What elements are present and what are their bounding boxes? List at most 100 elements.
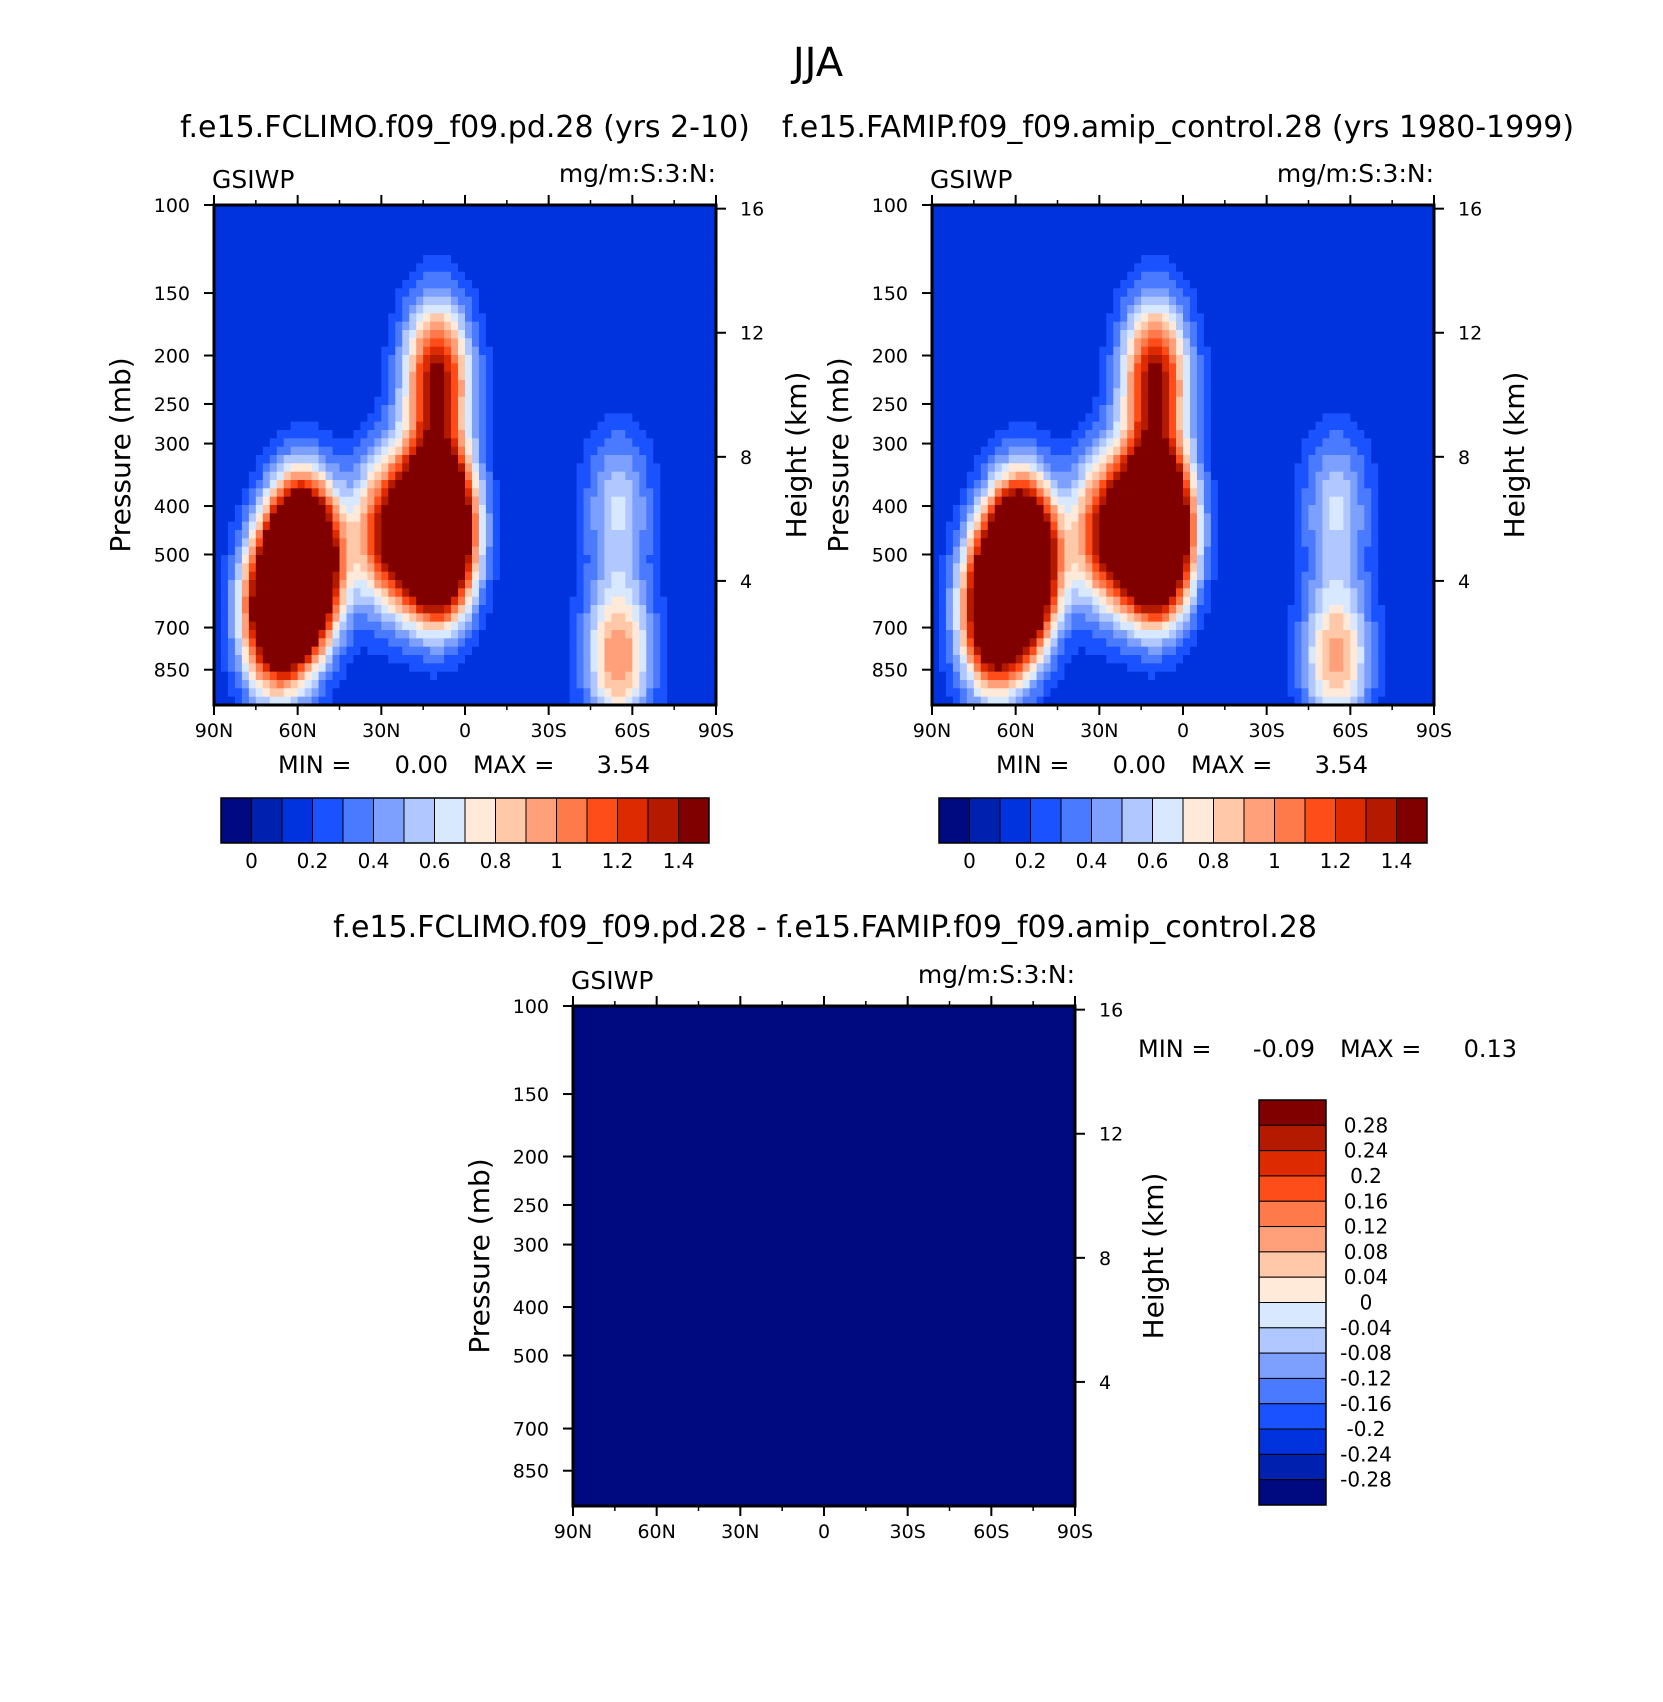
heatmap-cell <box>409 246 417 256</box>
heatmap-cell <box>597 596 606 606</box>
heatmap-cell <box>444 630 452 639</box>
heatmap-cell <box>492 205 501 214</box>
heatmap-cell <box>660 513 668 523</box>
heatmap-cell <box>471 421 480 431</box>
heatmap-cell <box>492 580 501 589</box>
heatmap-cell <box>583 430 592 439</box>
heatmap-cell <box>987 596 996 606</box>
heatmap-cell <box>973 213 982 223</box>
colorbar-swatch <box>434 797 466 844</box>
heatmap-cell <box>548 230 557 239</box>
heatmap-cell <box>471 363 480 373</box>
heatmap-cell <box>506 346 515 356</box>
heatmap-cell <box>297 355 306 364</box>
heatmap-cell <box>353 421 362 431</box>
heatmap-cell <box>674 513 682 523</box>
heatmap-cell <box>674 521 682 531</box>
heatmap-cell <box>402 305 410 314</box>
heatmap-cell <box>632 255 640 264</box>
heatmap-cell <box>269 221 278 231</box>
heatmap-cell <box>499 263 508 273</box>
heatmap-cell <box>590 521 599 531</box>
heatmap-cell <box>269 430 278 439</box>
heatmap-cell <box>639 613 647 623</box>
heatmap-cell <box>653 546 661 556</box>
heatmap-cell <box>374 271 382 281</box>
heatmap-cell <box>973 446 982 456</box>
heatmap-cell <box>688 630 696 639</box>
heatmap-cell <box>520 680 529 689</box>
heatmap-cell <box>506 388 515 398</box>
heatmap-cell <box>220 380 229 389</box>
heatmap-cell <box>548 563 557 573</box>
heatmap-cell <box>311 271 320 281</box>
heatmap-cell <box>541 296 550 306</box>
heatmap-cell <box>339 388 348 398</box>
heatmap-cell <box>604 305 613 314</box>
heatmap-cell <box>966 363 975 373</box>
heatmap-cell <box>541 330 550 339</box>
heatmap-cell <box>367 663 375 673</box>
heatmap-cell <box>227 521 236 531</box>
heatmap-cell <box>674 330 682 339</box>
heatmap-cell <box>374 296 382 306</box>
heatmap-cell <box>367 205 375 214</box>
heatmap-cell <box>465 438 473 448</box>
heatmap-cell <box>506 530 515 539</box>
heatmap-cell <box>980 655 989 664</box>
heatmap-cell <box>555 680 564 689</box>
heatmap-cell <box>681 463 689 473</box>
heatmap-cell <box>681 563 689 573</box>
heatmap-cell <box>444 246 452 256</box>
heatmap-cell <box>430 663 438 673</box>
heatmap-cell <box>416 496 424 506</box>
heatmap-cell <box>311 363 320 373</box>
heatmap-cell <box>353 638 362 648</box>
heatmap-cell <box>318 255 327 264</box>
heatmap-cell <box>534 571 543 581</box>
heatmap-cell <box>444 463 452 473</box>
heatmap-cell <box>409 446 417 456</box>
heatmap-cell <box>597 521 606 531</box>
heatmap-cell <box>297 438 306 448</box>
heatmap-cell <box>646 638 654 648</box>
heatmap-cell <box>959 488 968 498</box>
heatmap-cell <box>423 688 431 698</box>
heatmap-cell <box>632 563 640 573</box>
heatmap-cell <box>367 471 375 481</box>
heatmap-cell <box>555 280 564 289</box>
heatmap-cell <box>938 446 947 456</box>
heatmap-cell <box>360 463 368 473</box>
heatmap-cell <box>702 680 710 689</box>
heatmap-cell <box>952 296 961 306</box>
heatmap-cell <box>590 696 599 705</box>
heatmap-cell <box>465 380 473 389</box>
heatmap-cell <box>499 371 508 381</box>
heatmap-cell <box>674 396 682 406</box>
heatmap-cell <box>506 246 515 256</box>
heatmap-cell <box>388 421 396 431</box>
heatmap-cell <box>360 296 368 306</box>
heatmap-cell <box>576 355 585 364</box>
heatmap-cell <box>290 288 299 298</box>
heatmap-cell <box>255 296 264 306</box>
heatmap-cell <box>227 588 236 598</box>
heatmap-cell <box>562 563 571 573</box>
heatmap-cell <box>478 496 487 506</box>
heatmap-cell <box>255 213 264 223</box>
heatmap-cell <box>423 288 431 298</box>
heatmap-cell <box>569 488 578 498</box>
heatmap-cell <box>471 396 480 406</box>
heatmap-cell <box>241 463 250 473</box>
heatmap-cell <box>444 271 452 281</box>
heatmap-cell <box>332 621 341 631</box>
heatmap-cell <box>492 646 501 656</box>
heatmap-cell <box>541 638 550 648</box>
heatmap-cell <box>451 571 459 581</box>
heatmap-cell <box>430 338 438 348</box>
heatmap-cell <box>534 680 543 689</box>
heatmap-cell <box>325 555 334 564</box>
heatmap-cell <box>667 288 675 298</box>
heatmap-cell <box>318 280 327 289</box>
heatmap-cell <box>576 513 585 523</box>
